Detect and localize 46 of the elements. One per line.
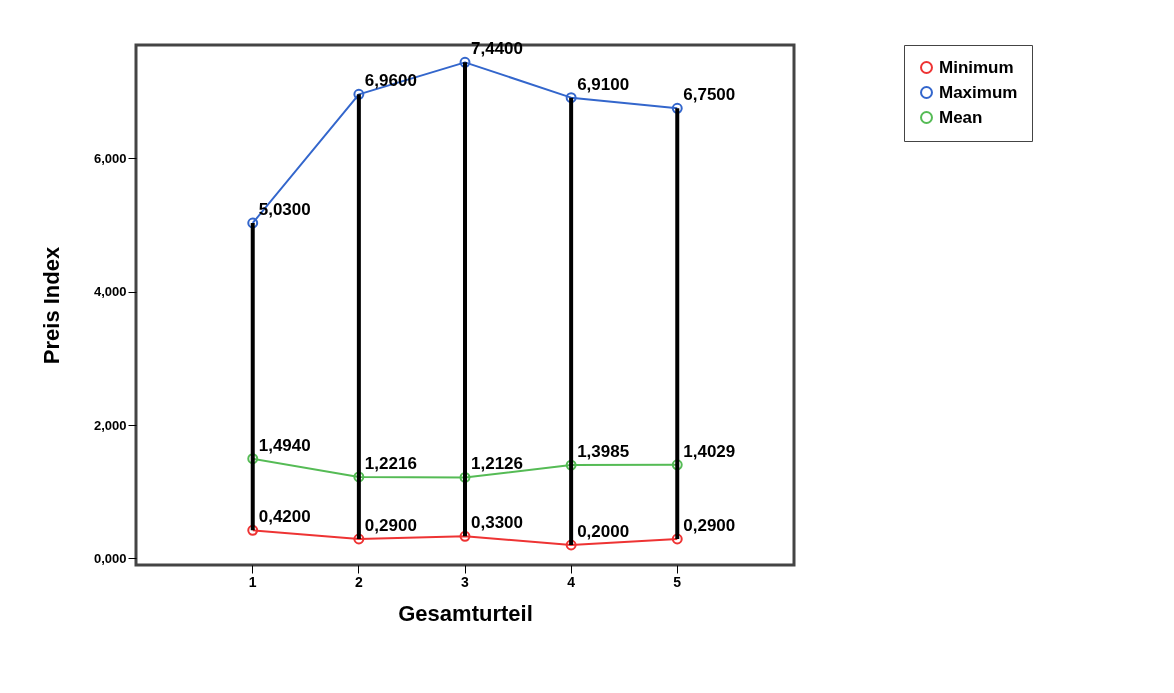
legend-label: Mean (939, 107, 983, 127)
data-label: 0,2900 (683, 516, 736, 535)
data-label: 0,2000 (577, 522, 630, 541)
bar (356, 94, 361, 539)
legend-label: Minimum (939, 57, 1014, 77)
point (459, 56, 471, 68)
y-tick-label: 2,000 (93, 417, 127, 433)
bar (250, 223, 255, 531)
point (247, 217, 259, 229)
point (565, 539, 577, 551)
point (247, 524, 259, 536)
x-tick-label: 1 (248, 573, 257, 590)
x-tick-label: 4 (567, 573, 576, 590)
bar (675, 108, 680, 539)
point (459, 472, 471, 483)
bar (569, 97, 574, 545)
x-tick-label: 3 (461, 573, 470, 590)
point (671, 459, 683, 471)
data-label: 1,3985 (577, 442, 630, 462)
point (353, 88, 365, 100)
data-label: 1,4029 (683, 441, 736, 461)
point (247, 453, 259, 465)
data-label: 1,4940 (258, 435, 311, 455)
point (565, 459, 577, 471)
x-tick-label: 2 (354, 573, 363, 590)
legend-label: Maximum (939, 82, 1018, 102)
data-label: 6,9100 (577, 74, 630, 94)
point (671, 533, 683, 545)
data-label: 6,7500 (683, 85, 736, 105)
data-label: 0,3300 (471, 513, 523, 533)
point (459, 530, 471, 542)
point (353, 471, 365, 483)
point (565, 92, 577, 104)
y-tick-label: 0,000 (93, 550, 127, 566)
data-label: 1,2216 (364, 453, 417, 473)
x-axis-title: Gesamturteil (398, 600, 533, 626)
point (671, 102, 683, 114)
data-label: 0,4200 (258, 507, 311, 527)
y-tick-label: 6,000 (93, 150, 127, 166)
data-label: 0,2900 (364, 516, 417, 535)
bar (463, 62, 467, 537)
x-tick-label: 5 (673, 573, 682, 590)
data-label: 1,2126 (471, 454, 523, 474)
point (353, 533, 365, 545)
y-axis-title: Preis Index (38, 246, 64, 365)
y-tick-label: 4,000 (93, 284, 127, 300)
